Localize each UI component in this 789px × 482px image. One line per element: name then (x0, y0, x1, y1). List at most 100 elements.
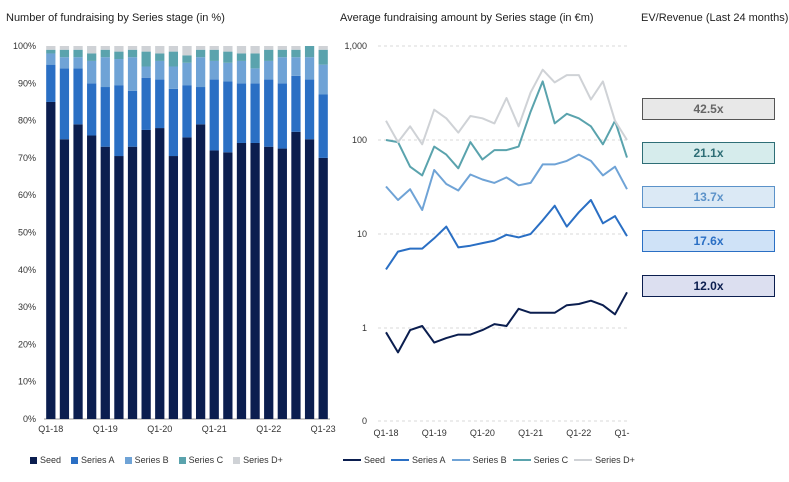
legend-label: Series D+ (243, 455, 283, 465)
legend-line-swatch (391, 459, 410, 461)
bar-segment-series-d- (87, 46, 97, 54)
ev-revenue-box: 17.6x (642, 230, 775, 252)
bar-segment-series-a (155, 79, 165, 129)
bar-segment-seed (59, 139, 70, 419)
ev-revenue-box: 42.5x (642, 98, 775, 120)
bar-segment-series-a (195, 87, 206, 125)
bar-segment-seed (318, 157, 328, 419)
bar-segment-series-c (264, 49, 274, 61)
bar-segment-series-c (277, 49, 287, 58)
bar-segment-seed (114, 156, 124, 419)
bar-segment-series-d- (114, 46, 124, 52)
bar-segment-series-d- (277, 46, 287, 50)
bar-segment-seed (277, 148, 287, 419)
bar-segment-series-d- (73, 46, 83, 50)
y-tick-label: 10 (357, 229, 367, 239)
y-tick-label: 20% (18, 339, 36, 349)
bar-segment-series-b (277, 57, 287, 84)
bar-segment-seed (223, 152, 233, 419)
legend-line-swatch (574, 459, 593, 461)
bar-segment-seed (304, 139, 315, 419)
bar-segment-series-b (100, 57, 110, 88)
bar-segment-seed (141, 129, 151, 420)
legend-label: Series C (188, 455, 224, 465)
legend-label: Seed (40, 455, 62, 465)
legend-label: Series A (81, 455, 115, 465)
bar-segment-series-a (87, 83, 97, 136)
legend-label: Series A (412, 455, 446, 465)
bar-segment-series-c (318, 49, 328, 65)
bar-segment-series-a (59, 68, 70, 140)
legend-item: Series C (178, 455, 224, 465)
bar-segment-series-b (223, 62, 233, 82)
bar-segment-series-c (195, 49, 206, 58)
bar-segment-series-b (127, 57, 138, 91)
bar-segment-series-b (182, 62, 192, 86)
bar-segment-series-d- (223, 46, 233, 52)
bar-segment-series-d- (168, 46, 179, 52)
ev-revenue-box: 13.7x (642, 186, 775, 208)
bar-segment-series-b (87, 60, 97, 84)
legend-item: Series B (124, 455, 169, 465)
bar-segment-series-a (168, 88, 179, 157)
y-tick-label: 10% (18, 377, 36, 387)
bar-segment-series-b (141, 66, 151, 78)
bar-segment-series-a (114, 85, 124, 157)
x-tick-label: Q1-20 (470, 428, 495, 438)
bar-segment-series-d- (100, 46, 110, 50)
bar-segment-series-c (182, 55, 192, 63)
legend-swatch (178, 456, 186, 464)
legend-line-swatch (451, 459, 470, 461)
bar-segment-series-d- (59, 46, 70, 50)
bar-segment-series-d- (141, 46, 151, 52)
log-line-chart: 0 1 10 100 1,000 Q1-18 Q1-19 Q1-20 Q1-21 Q1-22 Q1-… (344, 41, 630, 438)
bar-segment-series-a (304, 79, 315, 140)
bar-segment-series-b (59, 57, 70, 69)
line-series-b (385, 153, 628, 211)
line-chart-legend: Seed Series A Series B Series C Series D+ (343, 455, 635, 465)
x-tick-label: Q1-22 (256, 424, 281, 434)
bar-segment-seed (155, 128, 165, 419)
bar-segment-seed (87, 135, 97, 419)
y-tick-label: 70% (18, 153, 36, 163)
line-series-a (385, 199, 628, 270)
bar-segment-series-d- (46, 46, 56, 50)
bar-segment-series-c (141, 51, 151, 67)
bar-segment-series-b (73, 57, 83, 69)
bar-segment-series-c (291, 49, 301, 58)
line-series-c (385, 80, 628, 177)
bar-segment-series-d- (209, 46, 219, 50)
x-tick-label: Q1-22 (566, 428, 591, 438)
bar-segment-series-a (141, 77, 151, 130)
bar-segment-seed (250, 142, 260, 419)
bar-segment-seed (73, 124, 83, 419)
bar-segment-series-a (264, 79, 274, 147)
bar-segment-series-b (114, 59, 124, 86)
y-tick-label: 100% (13, 41, 36, 51)
bar-segment-series-b (318, 64, 328, 95)
bar-segment-series-c (155, 53, 165, 61)
bar-segment-series-a (318, 94, 328, 158)
bar-segment-seed (264, 146, 274, 419)
mid-chart-title: Average fundraising amount by Series sta… (340, 12, 594, 24)
y-tick-label: 80% (18, 116, 36, 126)
bar-segment-series-a (291, 75, 301, 132)
ev-revenue-box: 12.0x (642, 275, 775, 297)
bar-segment-series-d- (236, 46, 247, 54)
y-tick-label: 30% (18, 302, 36, 312)
bar-segment-seed (168, 156, 179, 419)
bar-segment-series-d- (182, 46, 192, 56)
bar-segment-series-d- (127, 46, 138, 50)
x-tick-label: Q1-23 (311, 424, 336, 434)
left-chart-title: Number of fundraising by Series stage (i… (6, 12, 225, 24)
right-panel-title: EV/Revenue (Last 24 months) (641, 12, 789, 24)
bar-segment-series-b (236, 60, 247, 84)
y-tick-label: 0 (362, 416, 367, 426)
y-tick-label: 0% (23, 414, 36, 424)
line-series-d- (385, 68, 628, 146)
bar-segment-series-b (168, 66, 179, 89)
bar-segment-series-a (277, 83, 287, 149)
legend-item: Series D+ (233, 455, 283, 465)
x-tick-label: Q1-21 (202, 424, 227, 434)
bar-segment-series-b (46, 53, 56, 65)
